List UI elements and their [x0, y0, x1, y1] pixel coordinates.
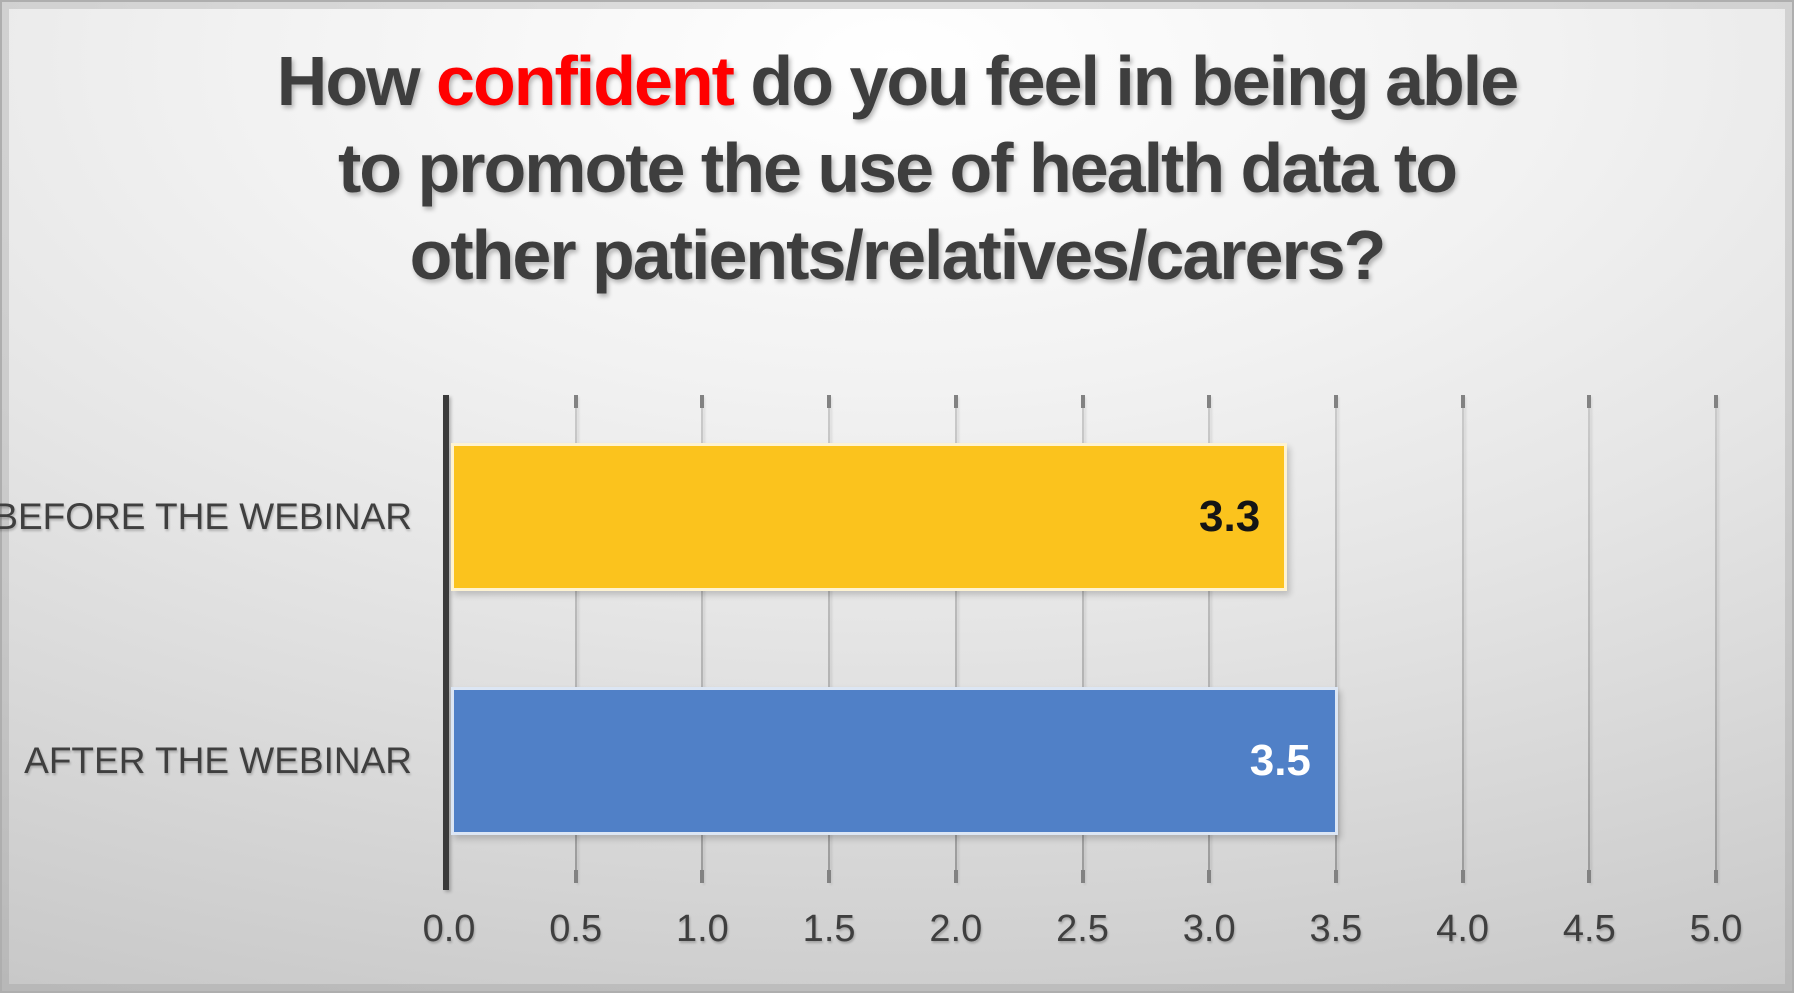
chart-title-text: do you feel in being able [732, 42, 1519, 120]
x-tick-label: 4.5 [1562, 908, 1616, 950]
gridline-4.0 [1460, 395, 1465, 883]
x-tick-label: 4.0 [1436, 908, 1490, 950]
x-tick-label: 1.5 [802, 908, 856, 950]
x-tick-label: 0.0 [422, 908, 476, 950]
x-tick-label: 3.5 [1309, 908, 1363, 950]
bar-value-label: 3.3 [1199, 492, 1261, 541]
gridline-3.5 [1333, 395, 1338, 883]
bar-after-the-webinar: 3.5 [451, 687, 1338, 835]
gridline-1.0 [700, 395, 705, 883]
x-axis-tick-labels: 0.0 0.5 1.0 1.5 2.0 2.5 3.0 3.5 4.0 4.5 5.0 [423, 908, 1743, 968]
plot-area: 3.3 3.5 [443, 395, 1718, 890]
x-tick-label: 5.0 [1689, 908, 1743, 950]
category-label-after-the-webinar: AFTER THE WEBINAR [24, 740, 412, 781]
chart-title-line-3: other patients/relatives/carers? [409, 216, 1387, 294]
gridline-0.5 [573, 395, 578, 883]
gridline-2.5 [1080, 395, 1085, 883]
chart-title-line-1: How confident do you feel in being able [0, 38, 1794, 125]
y-axis-line [443, 395, 449, 890]
x-tick-label: 2.5 [1056, 908, 1109, 950]
chart-title-emphasis: confident [436, 42, 735, 120]
x-tick-label: 2.0 [929, 908, 983, 950]
bar-before-the-webinar: 3.3 [451, 443, 1288, 591]
gridline-1.5 [827, 395, 832, 883]
x-tick-label: 0.5 [549, 908, 603, 950]
gridline-3.0 [1207, 395, 1212, 883]
bar-value-label: 3.5 [1249, 736, 1311, 785]
chart-title: How confident do you feel in being able … [0, 38, 1794, 299]
gridline-5.0 [1714, 395, 1718, 883]
category-axis-labels: BEFORE THE WEBINAR AFTER THE WEBINAR [0, 395, 412, 883]
chart-title-line-2: to promote the use of health data to [337, 129, 1458, 207]
gridline-2.0 [953, 395, 958, 883]
x-tick-label: 1.0 [675, 908, 729, 950]
category-label-before-the-webinar: BEFORE THE WEBINAR [0, 496, 412, 537]
chart-title-text: How [276, 42, 437, 120]
gridline-4.5 [1587, 395, 1592, 883]
x-tick-label: 3.0 [1182, 908, 1236, 950]
